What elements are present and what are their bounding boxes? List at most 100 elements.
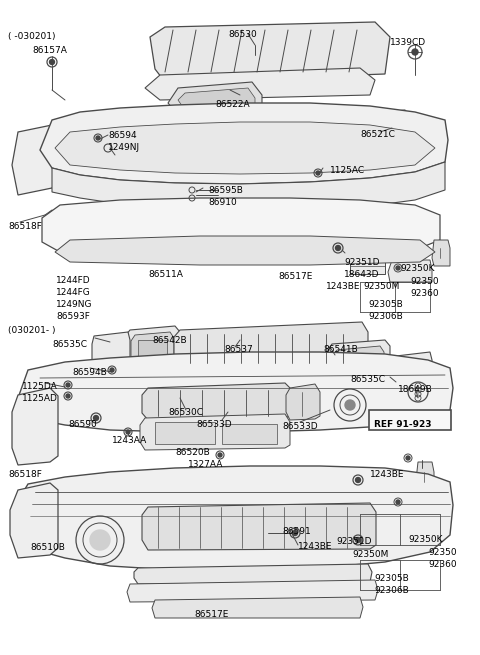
Text: 86910: 86910 xyxy=(208,198,237,207)
Text: 92350K: 92350K xyxy=(400,264,434,273)
Polygon shape xyxy=(168,82,262,115)
Polygon shape xyxy=(142,503,376,550)
Polygon shape xyxy=(52,162,445,208)
Text: 86594: 86594 xyxy=(108,131,137,140)
Polygon shape xyxy=(328,340,390,378)
Polygon shape xyxy=(332,118,408,148)
Polygon shape xyxy=(55,236,435,265)
Text: 92350K: 92350K xyxy=(408,535,443,544)
Polygon shape xyxy=(286,384,320,420)
Polygon shape xyxy=(55,122,435,174)
Polygon shape xyxy=(12,125,60,195)
Circle shape xyxy=(356,538,360,542)
Circle shape xyxy=(126,430,130,434)
Text: 86511A: 86511A xyxy=(148,270,183,279)
Polygon shape xyxy=(145,68,375,100)
Text: ( -030201): ( -030201) xyxy=(8,32,56,41)
Polygon shape xyxy=(333,346,384,374)
Polygon shape xyxy=(140,414,290,450)
Polygon shape xyxy=(178,88,255,110)
Polygon shape xyxy=(12,388,58,465)
Text: 92350: 92350 xyxy=(410,277,439,286)
Polygon shape xyxy=(174,322,368,370)
Text: 1243BE: 1243BE xyxy=(326,282,360,291)
Bar xyxy=(155,422,215,444)
Circle shape xyxy=(218,453,222,457)
Text: 92360: 92360 xyxy=(410,289,439,298)
Text: 1339CD: 1339CD xyxy=(390,38,426,47)
Text: 92306B: 92306B xyxy=(374,586,409,595)
Circle shape xyxy=(396,266,400,270)
Polygon shape xyxy=(416,462,434,490)
Circle shape xyxy=(336,246,340,250)
Text: 1327AA: 1327AA xyxy=(188,460,223,469)
Circle shape xyxy=(412,49,418,55)
Text: 1125AC: 1125AC xyxy=(330,166,365,175)
Polygon shape xyxy=(134,564,372,584)
FancyBboxPatch shape xyxy=(369,410,451,430)
Circle shape xyxy=(345,400,355,410)
Polygon shape xyxy=(40,103,448,184)
Text: 86521C: 86521C xyxy=(360,130,395,139)
Polygon shape xyxy=(131,332,174,364)
Polygon shape xyxy=(150,22,390,82)
Text: 92350M: 92350M xyxy=(363,282,399,291)
Text: 18643D: 18643D xyxy=(344,270,380,279)
Circle shape xyxy=(356,477,360,483)
Text: 92350M: 92350M xyxy=(352,550,388,559)
Text: 1243BE: 1243BE xyxy=(370,470,405,479)
Circle shape xyxy=(66,383,70,387)
Text: 86517E: 86517E xyxy=(194,610,228,619)
Text: 86535C: 86535C xyxy=(350,375,385,384)
Text: 86518F: 86518F xyxy=(8,222,42,231)
Text: 92305B: 92305B xyxy=(374,574,409,583)
Circle shape xyxy=(96,136,100,140)
Circle shape xyxy=(66,394,70,398)
Text: 86593F: 86593F xyxy=(56,312,90,321)
Text: 86590: 86590 xyxy=(68,420,97,429)
Bar xyxy=(222,424,277,444)
Text: 86520B: 86520B xyxy=(175,448,210,457)
Text: 92351D: 92351D xyxy=(336,537,372,546)
Text: 86518F: 86518F xyxy=(8,470,42,479)
Text: 92351D: 92351D xyxy=(344,258,380,267)
Polygon shape xyxy=(127,580,378,602)
Polygon shape xyxy=(42,198,440,257)
Text: 1244FG: 1244FG xyxy=(56,288,91,297)
Polygon shape xyxy=(390,490,437,514)
Text: 86537: 86537 xyxy=(224,345,253,354)
Polygon shape xyxy=(350,258,385,274)
Bar xyxy=(340,354,378,370)
Text: 86530: 86530 xyxy=(228,30,257,39)
Polygon shape xyxy=(92,332,130,368)
Text: 86530C: 86530C xyxy=(168,408,203,417)
Polygon shape xyxy=(322,110,415,155)
Text: 86535C: 86535C xyxy=(52,340,87,349)
Text: 1243AA: 1243AA xyxy=(112,436,147,445)
Polygon shape xyxy=(16,466,453,570)
Text: 1244FD: 1244FD xyxy=(56,276,91,285)
Polygon shape xyxy=(10,483,58,558)
Polygon shape xyxy=(142,383,292,420)
Circle shape xyxy=(406,456,410,460)
Polygon shape xyxy=(393,352,432,383)
Text: 1243BE: 1243BE xyxy=(298,542,333,551)
Text: 86591: 86591 xyxy=(282,527,311,536)
Circle shape xyxy=(49,60,55,64)
Text: 18649B: 18649B xyxy=(398,385,433,394)
Text: 1249NJ: 1249NJ xyxy=(108,143,140,152)
Text: 92350: 92350 xyxy=(428,548,456,557)
Text: REF 91-923: REF 91-923 xyxy=(374,420,432,429)
Polygon shape xyxy=(125,326,180,368)
Polygon shape xyxy=(388,260,432,282)
Text: 86541B: 86541B xyxy=(323,345,358,354)
Circle shape xyxy=(110,368,114,372)
Text: 86517E: 86517E xyxy=(278,272,312,281)
Text: 86510B: 86510B xyxy=(30,543,65,552)
Polygon shape xyxy=(432,240,450,266)
Bar xyxy=(138,340,167,360)
Polygon shape xyxy=(152,597,363,618)
Circle shape xyxy=(292,531,298,536)
Circle shape xyxy=(396,500,400,504)
Text: 86533D: 86533D xyxy=(282,422,318,431)
